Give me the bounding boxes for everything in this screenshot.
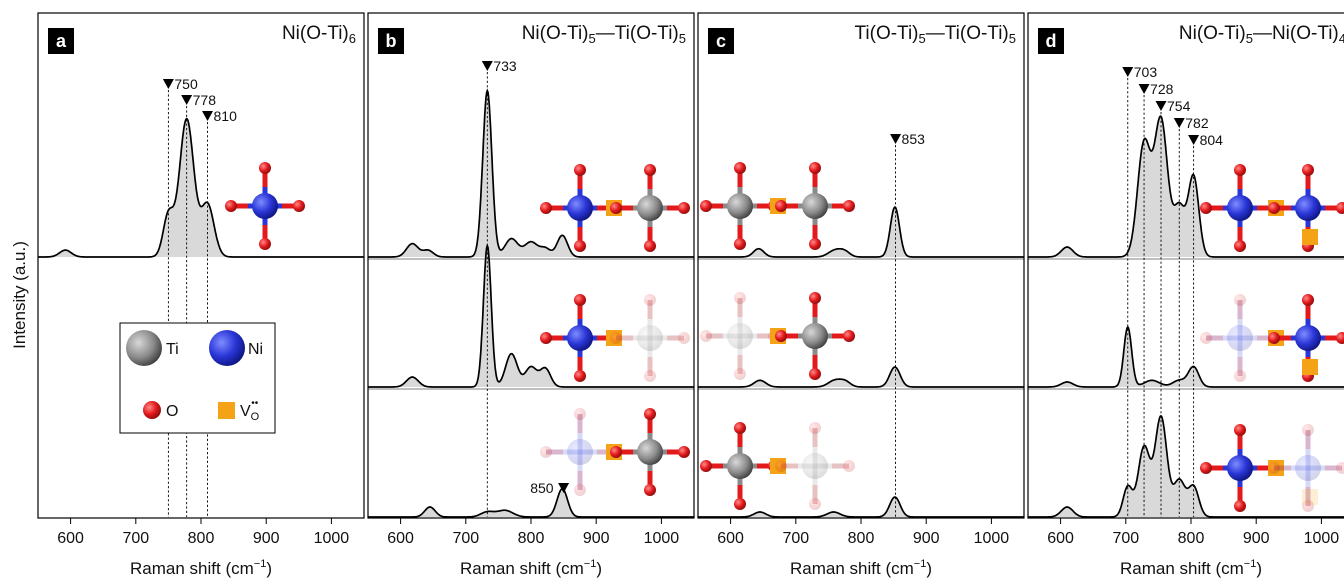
spectrum-line [698, 206, 1024, 258]
spectrum-line [368, 487, 694, 518]
peak-marker-label: 853 [902, 131, 926, 147]
panel-title: Ni(O-Ti)5—Ti(O-Ti)5 [522, 23, 686, 46]
panel-letter: b [386, 31, 397, 51]
spectrum-line [368, 243, 694, 388]
panel-letter: c [716, 31, 726, 51]
x-tick-label: 800 [848, 530, 875, 547]
peak-marker-label: 850 [530, 480, 554, 496]
x-tick-label: 600 [717, 530, 744, 547]
structure-insets [1200, 164, 1344, 512]
x-tick-label: 1000 [1304, 530, 1340, 547]
panel-title: Ni(O-Ti)6 [282, 23, 356, 46]
panel-letter-box [1038, 28, 1064, 54]
x-axis-label: Raman shift (cm−1) [130, 558, 272, 578]
panel-c: c Ti(O-Ti)5—Ti(O-Ti)5 853 600 700 800 900 1000 R… [697, 12, 1025, 578]
legend-vacancy-sub: O [251, 411, 260, 423]
spectrum-fill [368, 90, 694, 257]
spectrum-line [1028, 115, 1344, 258]
peak-marker-triangle [162, 79, 174, 89]
legend-label-ti: Ti [166, 341, 179, 358]
legend-vacancy-main: V [240, 403, 251, 420]
panel-frame [697, 12, 1025, 519]
peak-marker-label: 810 [214, 108, 238, 124]
ni-atom-icon [209, 330, 245, 366]
panel-title: Ni(O-Ti)5—Ni(O-Ti)4 [1179, 23, 1344, 46]
spectrum-line [698, 496, 1024, 518]
panel-title: Ti(O-Ti)5—Ti(O-Ti)5 [855, 23, 1017, 46]
peak-marker-label: 733 [493, 58, 517, 74]
peak-marker-triangle [1122, 67, 1134, 77]
peak-marker-triangle [1155, 101, 1167, 111]
peak-marker-label: 754 [1167, 98, 1191, 114]
x-tick-label: 1000 [314, 530, 350, 547]
panel-letter-box [378, 28, 404, 54]
x-tick-label: 700 [452, 530, 479, 547]
spectrum-fill [698, 497, 1024, 517]
panel-letter-box [48, 28, 74, 54]
structure-insets [225, 162, 305, 250]
panel-frame [1027, 12, 1344, 519]
peak-marker-label: 703 [1134, 64, 1158, 80]
panel-letter: a [56, 31, 67, 51]
peak-marker-triangle [181, 95, 193, 105]
peak-marker-triangle [558, 483, 570, 493]
structure-insets [700, 162, 855, 510]
panel-letter: d [1046, 31, 1057, 51]
x-tick-label: 900 [253, 530, 280, 547]
x-tick-label: 800 [188, 530, 215, 547]
panel-letter-box [708, 28, 734, 54]
panel-b: b Ni(O-Ti)5—Ti(O-Ti)5 733 850 600 700 800 900 10… [367, 12, 695, 578]
peak-marker-triangle [202, 111, 214, 121]
legend-label-o: O [166, 403, 178, 420]
spectrum-fill [698, 367, 1024, 387]
peak-marker-triangle [1173, 118, 1185, 128]
x-axis-label: Raman shift (cm−1) [1120, 558, 1262, 578]
x-tick-label: 900 [583, 530, 610, 547]
x-tick-label: 600 [1047, 530, 1074, 547]
peak-marker-triangle [481, 61, 493, 71]
x-tick-label: 800 [1178, 530, 1205, 547]
peak-marker-triangle [1138, 84, 1150, 94]
panel-frame [37, 12, 365, 519]
x-tick-label: 900 [1243, 530, 1270, 547]
legend-label-ni: Ni [248, 341, 263, 358]
x-tick-label: 900 [913, 530, 940, 547]
x-tick-label: 700 [122, 530, 149, 547]
spectrum-line [698, 366, 1024, 388]
x-axis-label: Raman shift (cm−1) [790, 558, 932, 578]
spectrum-line [368, 88, 694, 258]
peak-marker-label: 728 [1150, 81, 1174, 97]
legend-vacancy-sup: •• [251, 398, 259, 409]
peak-marker-label: 782 [1185, 115, 1209, 131]
spectrum-fill [38, 118, 364, 257]
x-axis-label: Raman shift (cm−1) [460, 558, 602, 578]
x-tick-label: 600 [57, 530, 84, 547]
spectrum-line [38, 117, 364, 258]
spectrum-fill [1028, 415, 1344, 517]
legend: Ti Ni O VO•• [119, 322, 276, 434]
vacancy-square-icon [218, 402, 235, 419]
structure-insets [540, 164, 690, 496]
x-tick-label: 1000 [644, 530, 680, 547]
peak-marker-triangle [890, 134, 902, 144]
ti-atom-icon [126, 330, 162, 366]
peak-marker-label: 750 [174, 76, 198, 92]
x-tick-label: 700 [782, 530, 809, 547]
spectrum-line [1028, 414, 1344, 518]
x-tick-label: 700 [1112, 530, 1139, 547]
peak-marker-label: 804 [1200, 132, 1224, 148]
y-axis-label: Intensity (a.u.) [10, 241, 29, 349]
spectrum-fill [1028, 116, 1344, 257]
legend-label-vacancy: VO •• [240, 398, 260, 423]
o-atom-icon [143, 401, 161, 419]
x-tick-label: 1000 [974, 530, 1010, 547]
spectrum-line [1028, 325, 1344, 388]
peak-marker-triangle [1188, 135, 1200, 145]
x-tick-label: 600 [387, 530, 414, 547]
x-tick-label: 800 [518, 530, 545, 547]
peak-marker-label: 778 [193, 92, 217, 108]
